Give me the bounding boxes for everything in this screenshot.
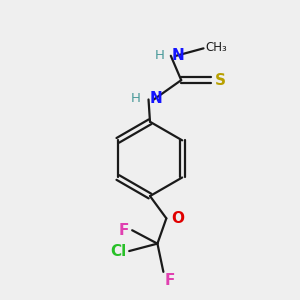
Text: Cl: Cl — [110, 244, 126, 259]
Text: O: O — [171, 211, 184, 226]
Text: CH₃: CH₃ — [205, 41, 227, 54]
Text: N: N — [150, 92, 163, 106]
Text: H: H — [131, 92, 141, 105]
Text: S: S — [214, 73, 226, 88]
Text: F: F — [165, 273, 175, 288]
Text: H: H — [154, 49, 164, 62]
Text: F: F — [119, 223, 129, 238]
Text: N: N — [171, 48, 184, 63]
